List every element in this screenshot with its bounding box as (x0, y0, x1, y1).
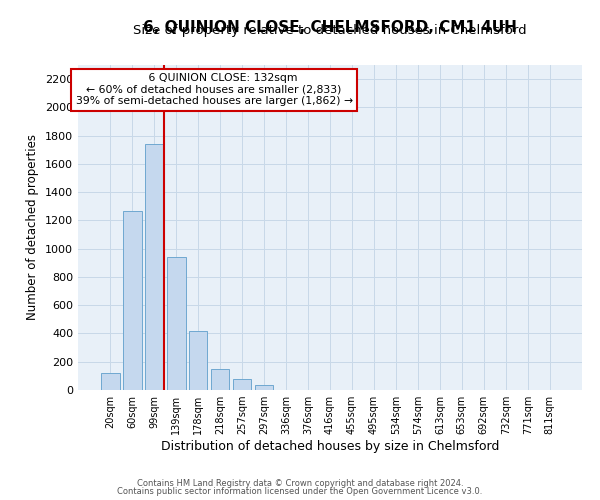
Text: Contains public sector information licensed under the Open Government Licence v3: Contains public sector information licen… (118, 487, 482, 496)
X-axis label: Distribution of detached houses by size in Chelmsford: Distribution of detached houses by size … (161, 440, 499, 453)
Y-axis label: Number of detached properties: Number of detached properties (26, 134, 40, 320)
Text: 6, QUINION CLOSE, CHELMSFORD, CM1 4UH: 6, QUINION CLOSE, CHELMSFORD, CM1 4UH (143, 20, 517, 35)
Bar (167, 257, 185, 390)
Bar (233, 380, 251, 390)
Bar (211, 369, 229, 390)
Text: Contains HM Land Registry data © Crown copyright and database right 2024.: Contains HM Land Registry data © Crown c… (137, 478, 463, 488)
Text: 6 QUINION CLOSE: 132sqm
← 60% of detached houses are smaller (2,833)
39% of semi: 6 QUINION CLOSE: 132sqm ← 60% of detache… (76, 73, 353, 106)
Bar (145, 144, 164, 390)
Title: Size of property relative to detached houses in Chelmsford: Size of property relative to detached ho… (133, 24, 527, 38)
Bar (189, 332, 208, 390)
Bar (123, 210, 142, 390)
Bar (255, 385, 274, 390)
Bar (101, 373, 119, 390)
